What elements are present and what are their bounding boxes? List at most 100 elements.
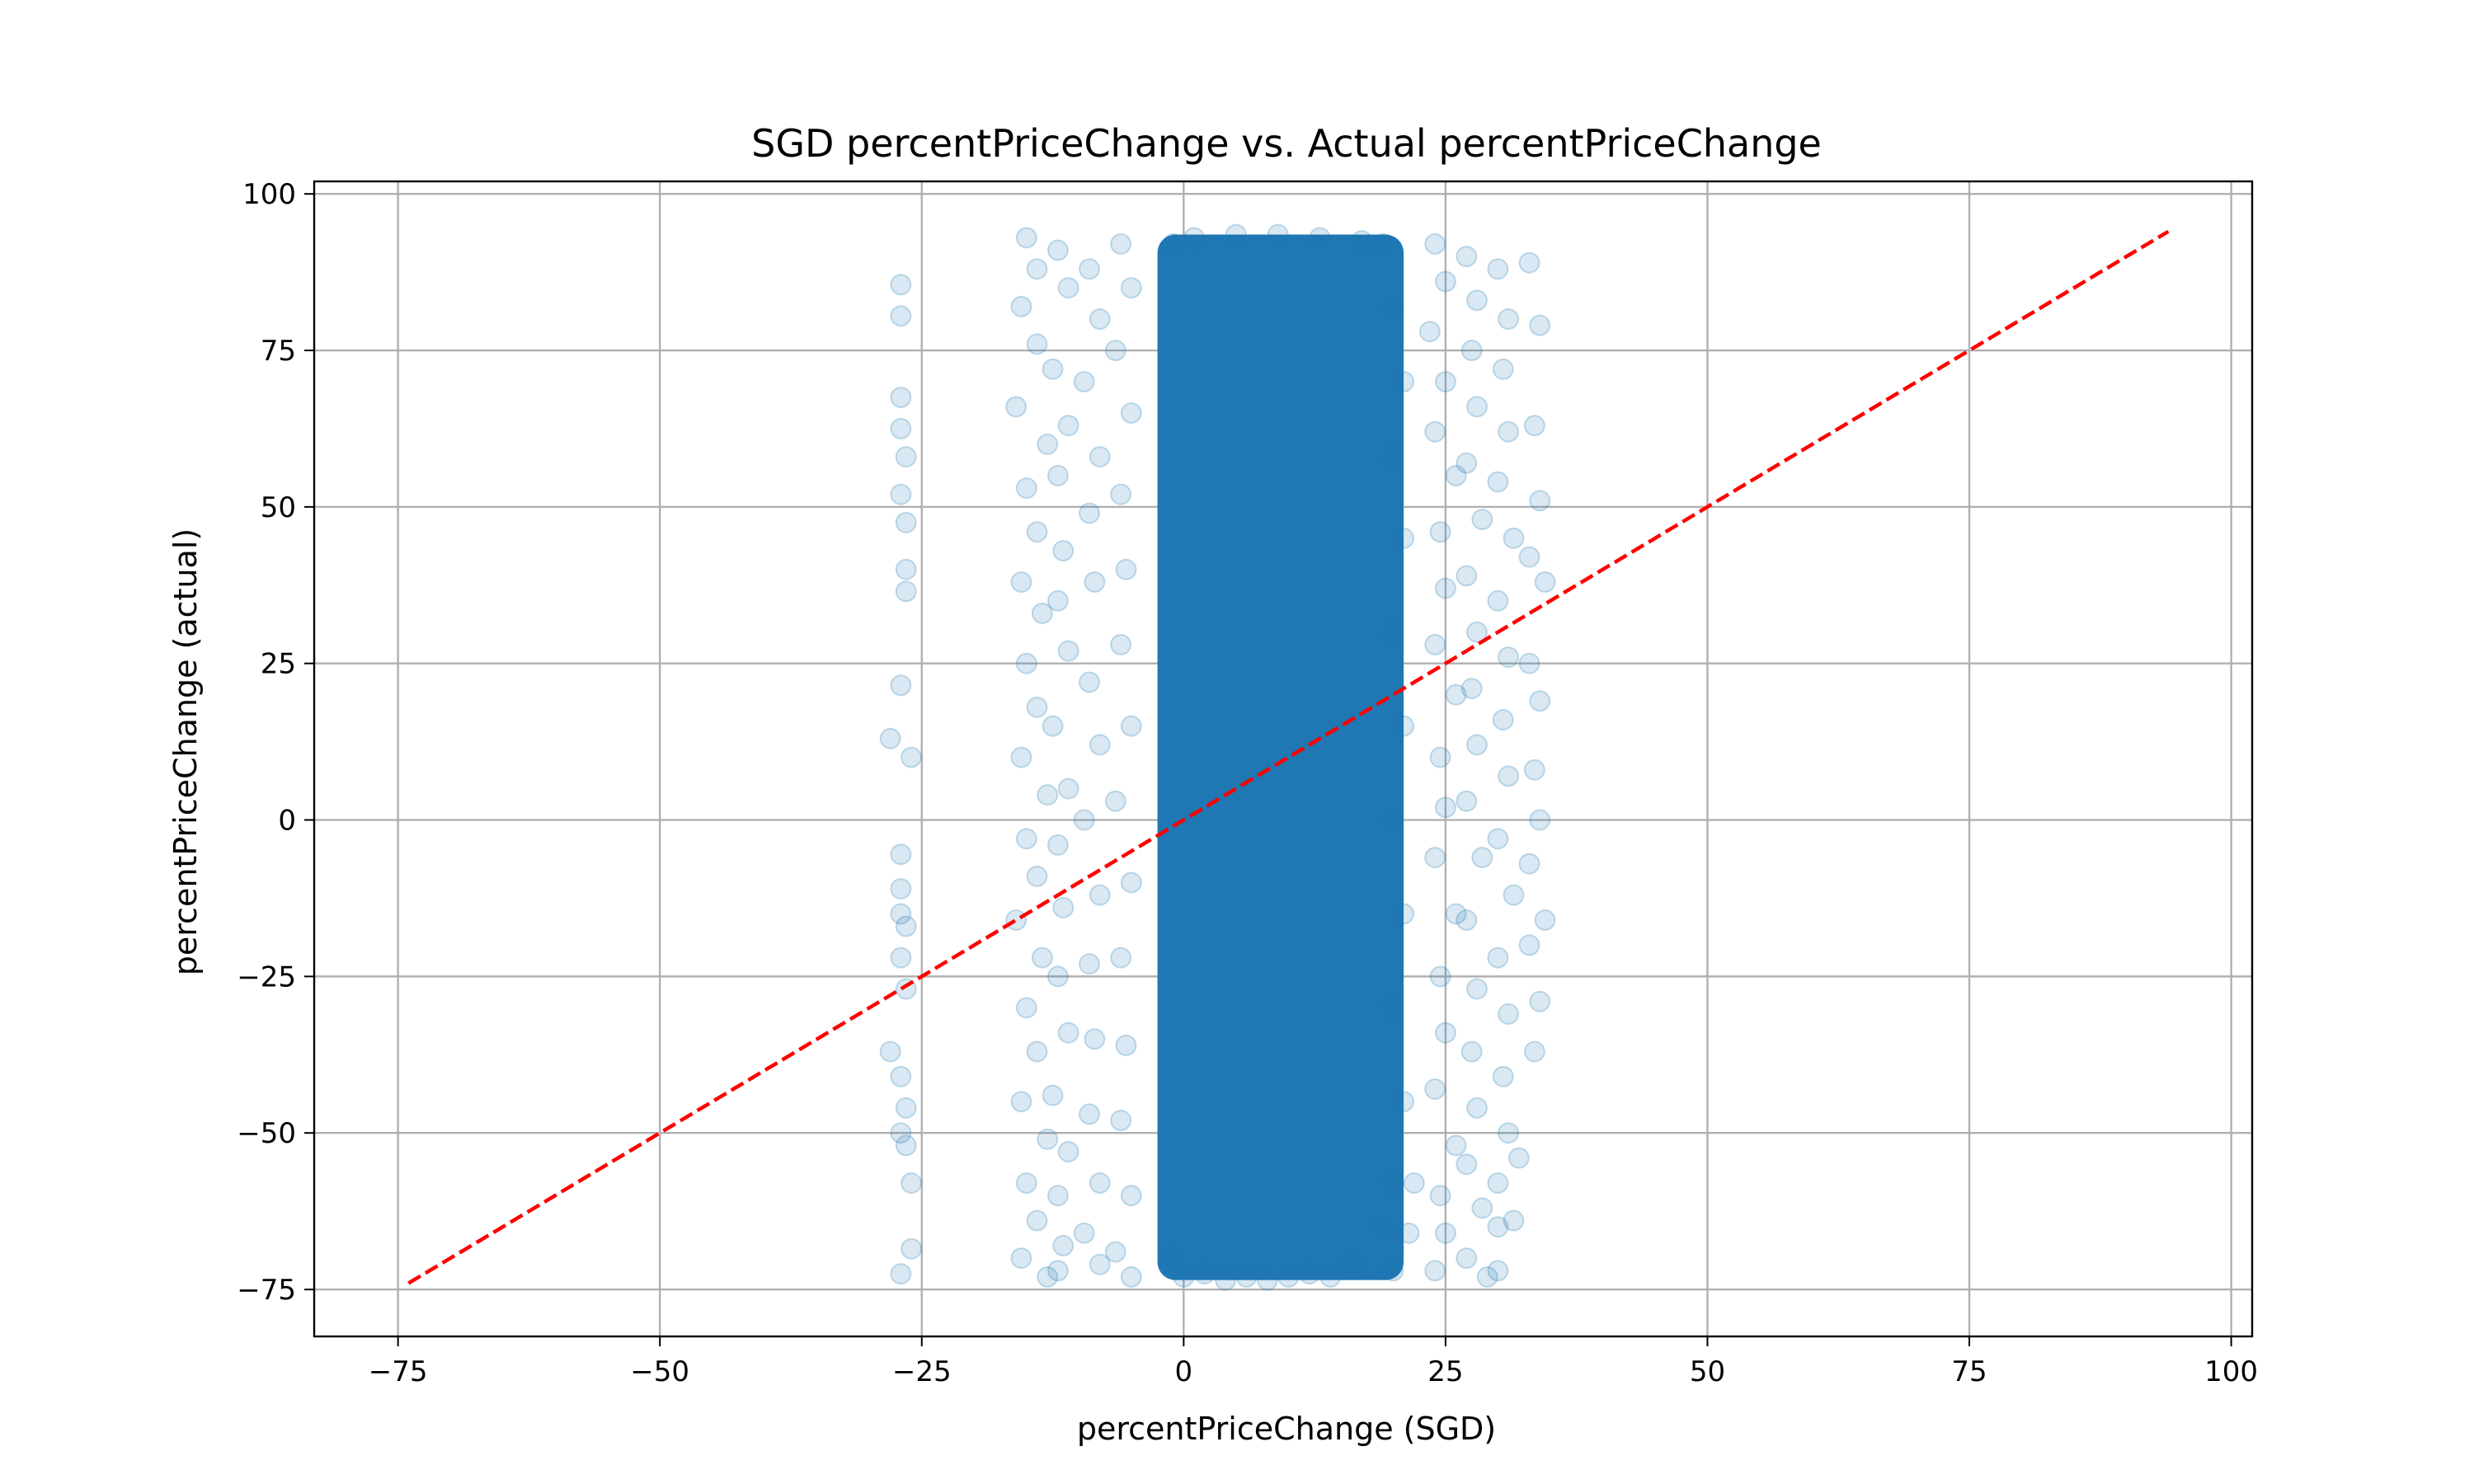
scatter-point [1393,903,1415,925]
scatter-point [1120,1266,1142,1288]
scatter-point [1037,1266,1059,1288]
scatter-point [1434,1222,1456,1244]
scatter-point [1476,1266,1498,1288]
x-tick-label: −50 [630,1355,689,1388]
y-tick-label: −25 [237,960,296,993]
scatter-point [1084,571,1106,593]
scatter-point [1498,646,1520,669]
scatter-point [1042,358,1064,380]
scatter-point [895,511,917,533]
scatter-point [1487,589,1509,612]
y-tick-label: 50 [261,491,296,524]
scatter-point [1031,946,1053,969]
scatter-point [1042,715,1064,737]
scatter-point [890,674,912,697]
scatter-point [1393,527,1415,549]
scatter-points [879,223,1556,1291]
scatter-point [1466,621,1488,643]
scatter-point [1047,1185,1069,1207]
dense-core-cloud [1157,234,1404,1280]
scatter-point [1487,258,1509,280]
scatter-point [1487,946,1509,969]
scatter-point [1120,277,1142,299]
axes-frame [313,180,2254,1338]
scatter-point [1429,521,1451,543]
scatter-point [1529,690,1551,712]
scatter-point [1026,696,1048,718]
scatter-point [1529,809,1551,831]
scatter-point [1162,232,1184,255]
scatter-point [1382,621,1404,643]
y-axis-label: percentPriceChange (actual) [167,528,204,975]
scatter-point [1456,565,1478,587]
scatter-point [895,915,917,937]
scatter-point [1487,1260,1509,1282]
scatter-point [1005,396,1028,418]
x-axis-label: percentPriceChange (SGD) [1077,1411,1496,1447]
scatter-point [1057,1021,1079,1044]
scatter-point [1057,277,1079,299]
scatter-point [1518,852,1540,875]
scatter-point [1471,509,1493,531]
scatter-point [901,1172,923,1194]
scatter-point [1518,934,1540,956]
scatter-point [1225,223,1247,246]
scatter-point [890,483,912,505]
scatter-point [1057,1140,1079,1162]
x-tick-label: 0 [1175,1355,1193,1388]
scatter-point [1104,340,1126,362]
scatter-point [1089,884,1111,906]
scatter-point [1456,1247,1478,1270]
scatter-point [1371,232,1394,255]
scatter-point [1298,1263,1320,1285]
scatter-point [1073,809,1095,831]
scatter-point [1403,1172,1425,1194]
scatter-point [1466,734,1488,756]
scatter-point [1492,709,1514,731]
scatter-point [1073,1222,1095,1244]
scatter-point [895,558,917,580]
x-tick-label: 25 [1427,1355,1463,1388]
scatter-point [1382,1260,1404,1282]
scatter-point [895,1097,917,1119]
scatter-point [1267,223,1289,246]
scatter-point [1382,446,1404,468]
scatter-point [1456,909,1478,932]
scatter-point [890,1263,912,1285]
x-tick-label: 100 [2204,1355,2258,1388]
x-tick-label: 50 [1690,1355,1725,1388]
scatter-point [879,727,901,749]
scatter-point [1498,420,1520,443]
scatter-point [1434,1021,1456,1044]
scatter-point [1498,1003,1520,1025]
scatter-point [1084,1028,1106,1050]
scatter-point [1466,978,1488,1000]
scatter-point [1429,1185,1451,1207]
scatter-point [1042,1084,1064,1106]
scatter-point [1010,1247,1032,1270]
scatter-point [1193,1263,1216,1285]
scatter-point [1434,270,1456,293]
x-axis-ticks: −75 −50 −25 0 25 50 75 100 [369,1336,2258,1388]
scatter-point [879,1040,901,1063]
scatter-point [1445,464,1467,486]
y-tick-label: 25 [261,648,296,681]
scatter-point [1010,746,1032,768]
scatter-point [1498,1122,1520,1144]
scatter-point [890,946,912,969]
scatter-point [1429,965,1451,988]
scatter-point [1434,577,1456,599]
x-tick-label: −75 [369,1355,428,1388]
scatter-point [1089,734,1111,756]
scatter-point [1445,903,1467,925]
scatter-point [1471,847,1493,869]
scatter-point [1115,558,1137,580]
scatter-point [1382,997,1404,1019]
scatter-point [1424,633,1446,655]
scatter-point [1079,258,1100,280]
scatter-point [1434,370,1456,392]
scatter-point [1518,652,1540,674]
scatter-point [1456,246,1478,268]
scatter-point [1529,314,1551,336]
